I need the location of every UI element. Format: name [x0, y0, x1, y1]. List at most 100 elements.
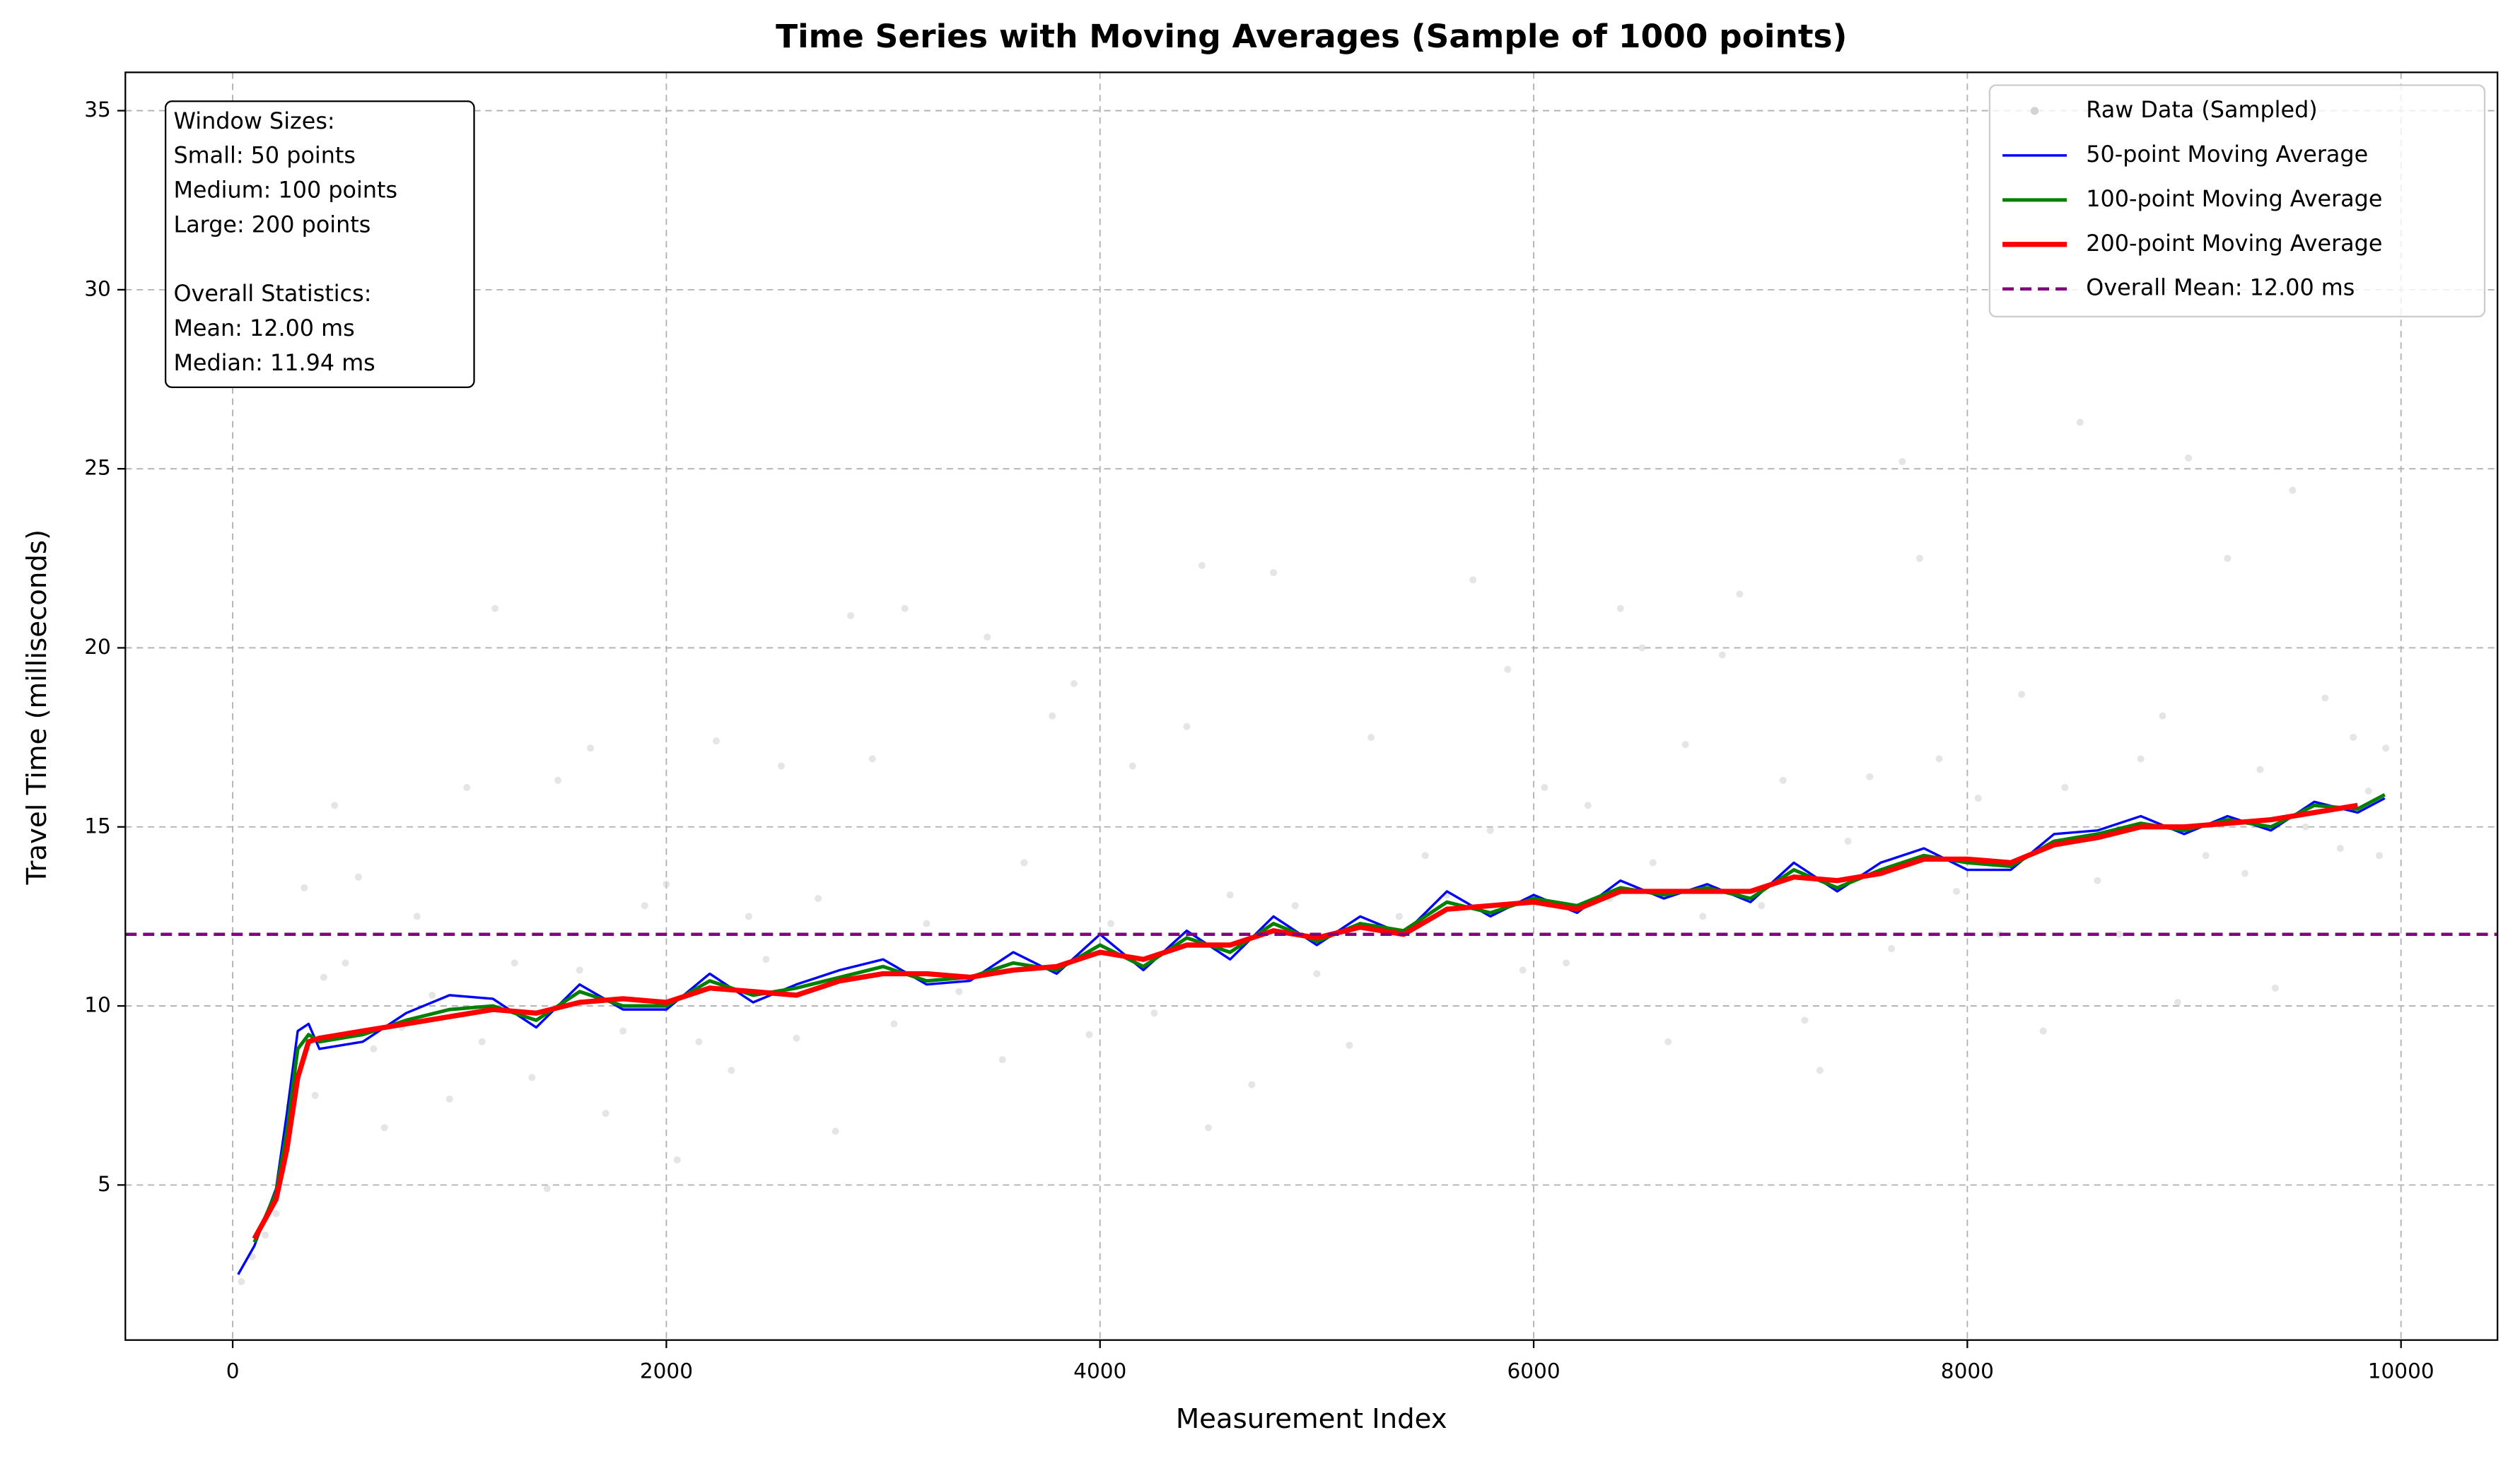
- raw-point: [554, 776, 562, 784]
- raw-point: [1681, 741, 1689, 749]
- raw-point: [511, 959, 518, 967]
- y-axis-label: Travel Time (milliseconds): [21, 529, 53, 885]
- raw-point: [1367, 734, 1375, 742]
- raw-point: [1563, 959, 1570, 967]
- raw-point: [478, 1038, 486, 1045]
- raw-point: [1020, 859, 1028, 867]
- raw-point: [2137, 755, 2145, 763]
- raw-point: [1346, 1041, 1353, 1049]
- raw-point: [1718, 651, 1726, 659]
- raw-point: [2336, 845, 2344, 852]
- raw-point: [1638, 644, 1646, 652]
- raw-point: [728, 1067, 735, 1074]
- raw-point: [1649, 859, 1657, 867]
- x-tick-label: 0: [226, 1359, 240, 1383]
- y-tick-label: 10: [84, 993, 111, 1017]
- annotation-text: Small: 50 points: [173, 142, 355, 169]
- x-tick-label: 8000: [1941, 1359, 1994, 1383]
- raw-point: [463, 784, 471, 792]
- raw-point: [331, 802, 339, 809]
- y-tick-label: 5: [98, 1172, 111, 1196]
- legend-label: 50-point Moving Average: [2086, 141, 2368, 168]
- raw-point: [641, 902, 648, 910]
- moving-average-line: [237, 797, 2386, 1275]
- grid: [125, 72, 2498, 1340]
- raw-point: [1519, 966, 1527, 974]
- y-tick-label: 35: [84, 98, 111, 122]
- x-tick-label: 4000: [1073, 1359, 1126, 1383]
- x-axis-label: Measurement Index: [1176, 1403, 1447, 1435]
- raw-point: [998, 1056, 1006, 1064]
- legend-frame: [1988, 84, 2486, 317]
- raw-point: [1758, 902, 1766, 910]
- raw-point: [1664, 1038, 1672, 1045]
- raw-point: [1128, 762, 1136, 770]
- raw-point: [238, 1278, 245, 1286]
- raw-point: [1183, 722, 1191, 730]
- raw-point: [272, 1209, 280, 1217]
- raw-point: [1974, 795, 1982, 802]
- annotation-text: Large: 200 points: [173, 211, 371, 238]
- raw-point: [320, 973, 327, 981]
- raw-point: [923, 920, 931, 927]
- raw-point: [370, 1045, 378, 1053]
- y-tick-label: 15: [84, 814, 111, 838]
- raw-point: [1198, 561, 1206, 569]
- raw-point: [445, 1095, 453, 1103]
- raw-point: [311, 1091, 319, 1099]
- raw-point: [301, 884, 308, 891]
- raw-point: [1486, 826, 1494, 834]
- raw-point: [1866, 773, 1874, 780]
- legend-label: 200-point Moving Average: [2086, 230, 2382, 257]
- raw-point: [1844, 838, 1852, 845]
- raw-point: [1421, 852, 1429, 860]
- raw-point: [2256, 766, 2264, 773]
- raw-point: [528, 1074, 536, 1082]
- raw-point: [2271, 984, 2279, 992]
- raw-point: [1248, 1081, 1256, 1089]
- raw-point: [777, 762, 785, 770]
- raw-point: [793, 1034, 800, 1042]
- legend-label: Overall Mean: 12.00 ms: [2086, 274, 2355, 301]
- raw-point: [2224, 554, 2232, 562]
- raw-point: [2076, 418, 2084, 426]
- y-tick-label: 25: [84, 456, 111, 480]
- raw-point: [1070, 680, 1078, 688]
- raw-point: [1953, 887, 1961, 895]
- raw-point: [413, 913, 421, 920]
- annotation-box: Window Sizes: Small: 50 points Medium: 100…: [164, 100, 475, 388]
- legend-marker: [2030, 107, 2039, 115]
- x-tick-label: 6000: [1507, 1359, 1560, 1383]
- annotation-text: Window Sizes:: [173, 107, 334, 134]
- raw-point: [1898, 458, 1906, 466]
- legend-label: 100-point Moving Average: [2086, 185, 2382, 212]
- raw-point: [2094, 877, 2101, 884]
- raw-point: [380, 1124, 388, 1132]
- raw-point: [491, 604, 499, 612]
- raw-point: [1291, 902, 1299, 910]
- plot-area: [125, 418, 2498, 1286]
- annotation-frame: [164, 100, 475, 388]
- raw-point: [354, 873, 362, 881]
- x-tick-label: 2000: [640, 1359, 693, 1383]
- raw-point: [2376, 852, 2384, 860]
- moving-average-line: [252, 802, 2358, 1241]
- raw-point: [1888, 945, 1896, 953]
- raw-point: [673, 1156, 681, 1164]
- raw-point: [1049, 712, 1056, 720]
- raw-point: [663, 880, 670, 888]
- raw-point: [1816, 1067, 1824, 1074]
- raw-point: [901, 604, 909, 612]
- raw-point: [1779, 776, 1787, 784]
- raw-point: [587, 744, 595, 752]
- raw-point: [847, 611, 855, 619]
- raw-point: [2289, 486, 2297, 494]
- raw-point: [619, 1027, 627, 1035]
- raw-point: [2185, 454, 2193, 462]
- raw-point: [1469, 576, 1477, 584]
- raw-point: [1205, 1124, 1213, 1132]
- raw-point: [576, 966, 583, 974]
- raw-point: [2061, 784, 2069, 792]
- raw-point: [2382, 744, 2390, 752]
